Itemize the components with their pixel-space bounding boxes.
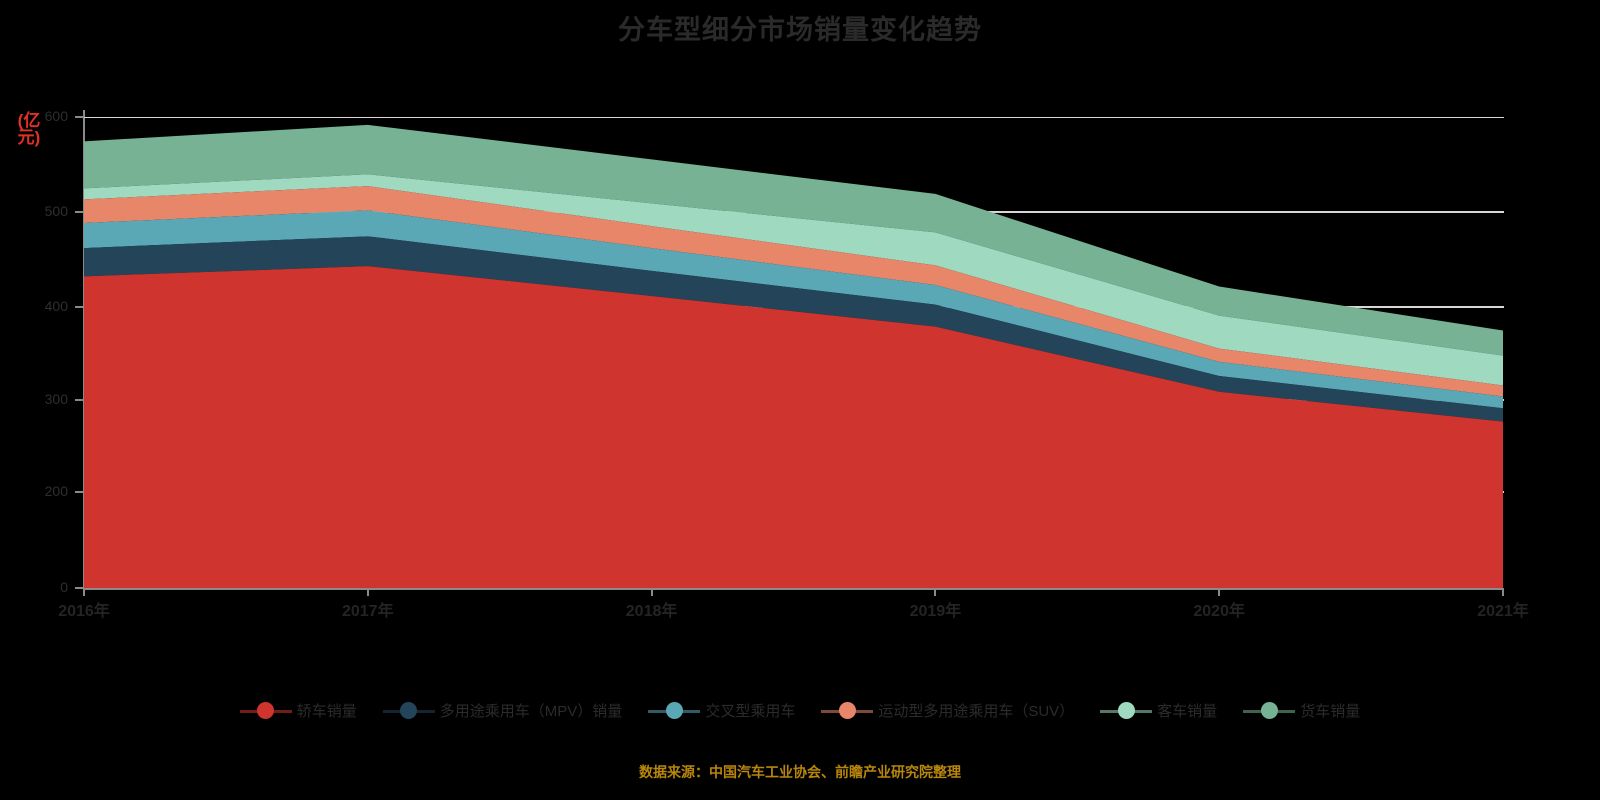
legend-dot-icon [1117, 702, 1135, 719]
area-band [84, 266, 1503, 588]
x-tick-mark [1218, 588, 1221, 596]
legend-item[interactable]: 运动型多用途乘用车（SUV） [821, 700, 1074, 721]
y-tick-label: 400 [44, 298, 68, 314]
x-tick-mark [1502, 588, 1504, 596]
legend-marker-icon [382, 702, 435, 720]
y-tick-label: 600 [44, 108, 68, 124]
y-tick-label: 0 [60, 579, 68, 595]
x-axis-line [84, 588, 1504, 590]
area-band [84, 210, 1503, 409]
y-tick-mark [75, 399, 84, 401]
y-tick-mark [75, 306, 84, 308]
x-tick-label: 2020年 [1193, 603, 1245, 620]
legend-label: 轿车销量 [296, 703, 357, 720]
x-tick-label: 2016年 [58, 603, 110, 620]
legend-item[interactable]: 轿车销量 [239, 700, 357, 721]
legend-marker-icon [821, 702, 874, 720]
legend-marker-icon [239, 702, 292, 720]
x-tick-mark [650, 588, 653, 596]
x-tick-label: 2019年 [909, 603, 962, 620]
x-tick-label: 2021年 [1477, 603, 1529, 620]
x-tick-mark [934, 588, 937, 596]
y-tick-mark [75, 491, 84, 493]
x-tick-label: 2017年 [341, 603, 394, 620]
legend-dot-icon [1260, 702, 1278, 719]
x-tick-mark [83, 588, 85, 596]
page-title: 分车型细分市场销量变化趋势 [618, 15, 982, 45]
y-tick-mark [75, 116, 84, 118]
legend-dot-icon [838, 702, 856, 719]
y-tick-mark [75, 587, 84, 589]
plot-svg [84, 117, 1504, 588]
legend-marker-icon [1100, 702, 1153, 720]
legend-dot-icon [400, 702, 418, 719]
legend-label: 多用途乘用车（MPV）销量 [439, 703, 623, 720]
legend-dot-icon [665, 702, 683, 719]
chart-legend: 轿车销量 多用途乘用车（MPV）销量 交叉型乘用车 运动型多用途乘用车（SUV） 客车销… [0, 700, 1600, 721]
legend-item[interactable]: 客车销量 [1100, 700, 1217, 721]
y-axis-unit-label: (亿元) [17, 111, 41, 147]
area-band [84, 186, 1503, 397]
legend-item[interactable]: 货车销量 [1243, 700, 1360, 721]
y-tick-mark [75, 211, 84, 213]
stacked-area-plot [84, 117, 1504, 588]
area-band [84, 236, 1503, 422]
legend-marker-icon [648, 702, 701, 720]
legend-label: 交叉型乘用车 [705, 703, 796, 720]
y-tick-label: 500 [44, 203, 68, 219]
legend-item[interactable]: 多用途乘用车（MPV）销量 [382, 700, 623, 721]
source-note: 数据来源：中国汽车工业协会、前瞻产业研究院整理 [639, 764, 961, 780]
legend-label: 客车销量 [1157, 703, 1218, 720]
x-tick-mark [366, 588, 369, 596]
legend-marker-icon [1243, 702, 1296, 720]
x-tick-label: 2018年 [625, 603, 678, 620]
legend-label: 运动型多用途乘用车（SUV） [878, 703, 1075, 720]
legend-item[interactable]: 交叉型乘用车 [648, 700, 795, 721]
legend-dot-icon [257, 702, 275, 719]
area-band [84, 124, 1503, 356]
area-band [84, 174, 1503, 386]
legend-label: 货车销量 [1300, 703, 1361, 720]
y-tick-label: 200 [44, 483, 68, 499]
y-tick-label: 300 [44, 391, 68, 407]
